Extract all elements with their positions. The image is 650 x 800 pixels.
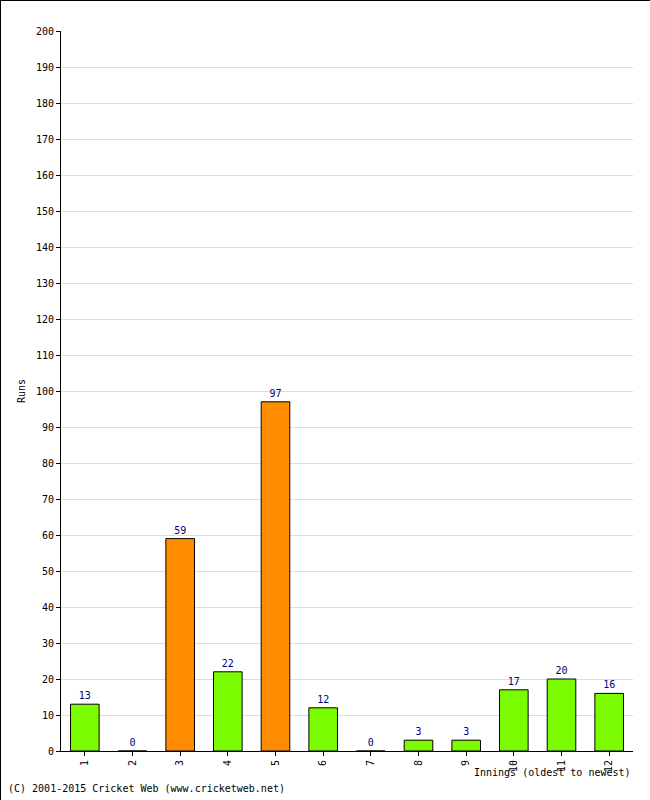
svg-text:17: 17 (508, 676, 520, 687)
svg-text:180: 180 (36, 98, 54, 109)
svg-text:16: 16 (603, 679, 615, 690)
svg-text:30: 30 (42, 638, 54, 649)
svg-text:13: 13 (79, 690, 91, 701)
svg-text:4: 4 (222, 760, 233, 766)
svg-text:200: 200 (36, 26, 54, 37)
svg-text:10: 10 (42, 710, 54, 721)
svg-text:97: 97 (269, 388, 281, 399)
svg-text:9: 9 (460, 760, 471, 766)
svg-text:170: 170 (36, 134, 54, 145)
svg-text:1: 1 (79, 760, 90, 766)
svg-text:8: 8 (413, 760, 424, 766)
svg-text:10: 10 (508, 760, 519, 772)
svg-text:(C) 2001-2015 Cricket Web (www: (C) 2001-2015 Cricket Web (www.cricketwe… (8, 783, 285, 794)
svg-text:160: 160 (36, 170, 54, 181)
svg-text:59: 59 (174, 525, 186, 536)
svg-text:100: 100 (36, 386, 54, 397)
svg-text:0: 0 (129, 737, 135, 748)
svg-text:90: 90 (42, 422, 54, 433)
svg-text:110: 110 (36, 350, 54, 361)
svg-text:Innings (oldest to newest): Innings (oldest to newest) (474, 767, 631, 778)
svg-text:130: 130 (36, 278, 54, 289)
svg-text:120: 120 (36, 314, 54, 325)
svg-text:3: 3 (415, 726, 421, 737)
svg-text:150: 150 (36, 206, 54, 217)
svg-text:40: 40 (42, 602, 54, 613)
svg-text:6: 6 (317, 760, 328, 766)
svg-text:140: 140 (36, 242, 54, 253)
svg-text:60: 60 (42, 530, 54, 541)
svg-text:80: 80 (42, 458, 54, 469)
svg-text:50: 50 (42, 566, 54, 577)
svg-text:11: 11 (556, 760, 567, 772)
svg-text:190: 190 (36, 62, 54, 73)
svg-text:12: 12 (317, 694, 329, 705)
svg-text:3: 3 (174, 760, 185, 766)
svg-text:12: 12 (603, 760, 614, 772)
svg-text:7: 7 (365, 760, 376, 766)
svg-text:2: 2 (127, 760, 138, 766)
svg-text:Runs: Runs (16, 379, 27, 403)
svg-text:20: 20 (555, 665, 567, 676)
svg-text:0: 0 (368, 737, 374, 748)
svg-text:70: 70 (42, 494, 54, 505)
svg-text:3: 3 (463, 726, 469, 737)
svg-text:20: 20 (42, 674, 54, 685)
svg-text:5: 5 (270, 760, 281, 766)
svg-text:22: 22 (222, 658, 234, 669)
svg-text:0: 0 (48, 746, 54, 757)
